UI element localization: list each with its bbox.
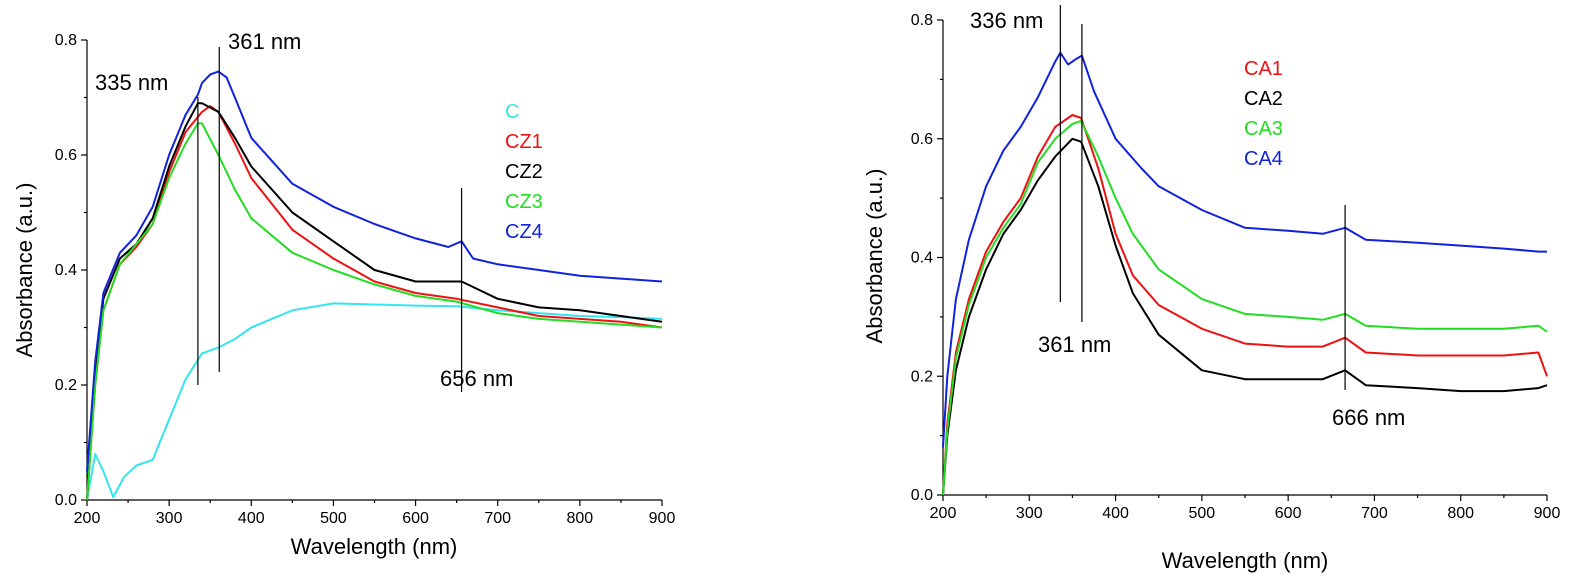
right-series-line-ca2: [942, 137, 1548, 496]
left-legend-item-c: C: [505, 101, 519, 123]
right-y-tick-label: 0.0: [911, 487, 933, 504]
right-x-tick-label: 500: [1189, 505, 1216, 522]
left-series-line-cz4: [86, 70, 663, 472]
left-annotation-lines: [197, 47, 463, 392]
left-annotation-label-335: 335 nm: [95, 70, 168, 95]
right-legend-item-ca3: CA3: [1244, 118, 1283, 140]
right-x-tick-label: 900: [1534, 505, 1561, 522]
right-x-axis-title: Wavelength (nm): [1162, 548, 1329, 573]
left-x-tick-label: 600: [402, 510, 429, 527]
right-y-axis-title: Absorbance (a.u.): [862, 169, 887, 344]
right-series-line-ca4: [942, 51, 1547, 448]
right-x-tick-label: 400: [1102, 505, 1129, 522]
left-plot-area: 200 300 400 500 600 700 800 900 0.0 0.2 0.4 0.6 0.8: [55, 32, 676, 527]
right-y-tick-label: 0.6: [911, 131, 933, 148]
chart-right: 200 300 400 500 600 700 800 9000.00.20.40.60.8 …: [862, 5, 1561, 573]
right-legend-item-ca4: CA4: [1244, 148, 1283, 170]
left-y-tick-label: 0.4: [55, 262, 77, 279]
right-series-line-ca1: [942, 114, 1548, 496]
right-plot-area: 200 300 400 500 600 700 800 900 0.0 0.2 0.4 0.6 0.8: [911, 5, 1561, 522]
left-y-axis-title: Absorbance (a.u.): [12, 183, 37, 358]
left-series-line-c: [86, 302, 663, 501]
right-annotation-label-666: 666 nm: [1332, 405, 1405, 430]
right-annotation-label-336: 336 nm: [970, 8, 1043, 33]
right-annotation-label-361: 361 nm: [1038, 332, 1111, 357]
right-y-tick-label: 0.8: [911, 12, 933, 29]
right-x-tick-label: 200: [930, 505, 957, 522]
right-y-tick-label: 0.4: [911, 250, 933, 267]
right-series-group: [942, 51, 1548, 496]
left-legend: C CZ1 CZ2 CZ3 CZ4: [505, 101, 543, 243]
left-ticks: 200 300 400 500 600 700 800 900 0.0 0.2 0.4 0.6 0.8: [55, 32, 676, 527]
right-ticks: 200 300 400 500 600 700 800 900 0.0 0.2 0.4 0.6 0.8: [911, 12, 1561, 522]
left-y-tick-label: 0.2: [55, 377, 77, 394]
left-y-tick-label: 0.6: [55, 147, 77, 164]
right-x-tick-label: 600: [1275, 505, 1302, 522]
left-y-tick-label: 0.0: [55, 492, 77, 509]
left-series-line-cz1: [86, 105, 663, 501]
left-legend-item-cz2: CZ2: [505, 161, 543, 183]
left-x-tick-label: 900: [649, 510, 676, 527]
left-x-tick-label: 300: [156, 510, 183, 527]
left-y-tick-label: 0.8: [55, 32, 77, 49]
left-series-group: [86, 70, 663, 501]
chart-left: 200 300 400 500 600 700 800 9000.00.20.40.60.8 …: [12, 29, 676, 559]
left-series-line-cz3: [86, 122, 663, 501]
right-x-tick-label: 800: [1447, 505, 1474, 522]
right-x-tick-label: 300: [1016, 505, 1043, 522]
left-series-line-cz2: [86, 102, 663, 501]
left-legend-item-cz1: CZ1: [505, 131, 543, 153]
right-x-tick-label: 700: [1361, 505, 1388, 522]
left-legend-item-cz3: CZ3: [505, 191, 543, 213]
right-legend-item-ca2: CA2: [1244, 88, 1283, 110]
left-legend-item-cz4: CZ4: [505, 221, 543, 243]
left-annotation-label-361: 361 nm: [228, 29, 301, 54]
left-x-axis-title: Wavelength (nm): [291, 534, 458, 559]
right-legend: CA1 CA2 CA3 CA4: [1244, 58, 1283, 170]
right-annotation-lines: [1059, 5, 1346, 390]
right-series-line-ca3: [942, 119, 1548, 496]
right-y-tick-label: 0.2: [911, 368, 933, 385]
left-x-tick-label: 200: [74, 510, 101, 527]
left-x-tick-label: 400: [238, 510, 265, 527]
left-annotation-label-656: 656 nm: [440, 366, 513, 391]
left-x-tick-label: 800: [567, 510, 594, 527]
left-x-tick-label: 500: [320, 510, 347, 527]
right-legend-item-ca1: CA1: [1244, 58, 1283, 80]
left-x-tick-label: 700: [484, 510, 511, 527]
